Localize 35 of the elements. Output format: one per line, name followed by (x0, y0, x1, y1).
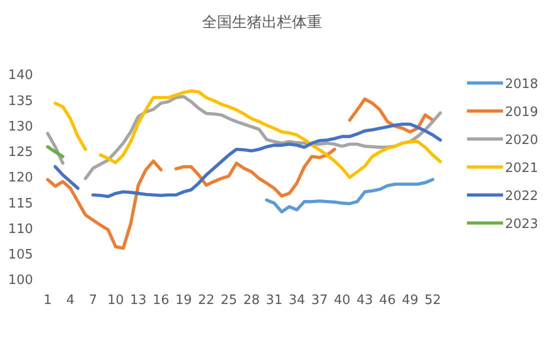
line-series (265, 178, 434, 214)
x-tick-label: 37 (311, 293, 328, 308)
y-tick-label: 140 (8, 68, 33, 84)
x-tick-label: 19 (175, 293, 192, 308)
legend-label: 2023 (505, 217, 538, 232)
legend-label: 2019 (505, 105, 538, 120)
legend-label: 2020 (505, 133, 538, 148)
legend-label: 2022 (505, 189, 538, 204)
y-tick-label: 110 (8, 222, 33, 237)
x-tick-label: 4 (66, 293, 74, 308)
x-tick-label: 13 (130, 293, 147, 308)
legend-label: 2021 (505, 161, 538, 176)
x-tick-label: 43 (356, 293, 374, 308)
x-tick-label: 34 (288, 293, 306, 308)
x-tick-label: 7 (88, 293, 98, 308)
x-tick-label: 25 (220, 293, 238, 308)
x-tick-label: 46 (379, 293, 396, 308)
x-tick-label: 49 (402, 293, 418, 308)
x-tick-label: 40 (334, 293, 350, 308)
y-tick-label: 120 (8, 170, 33, 186)
legend-label: 2018 (505, 77, 538, 92)
x-tick-label: 16 (152, 293, 170, 308)
y-tick-label: 125 (8, 145, 33, 160)
x-tick-label: 1 (44, 293, 52, 308)
chart-title: 全国生猪出栏体重 (202, 13, 322, 31)
x-tick-label: 52 (424, 293, 442, 308)
y-tick-label: 115 (8, 196, 33, 212)
x-tick-label: 31 (266, 293, 282, 308)
x-tick-label: 28 (243, 293, 260, 308)
y-tick-label: 105 (8, 248, 33, 263)
y-tick-label: 135 (8, 94, 33, 109)
y-tick-label: 130 (8, 119, 33, 134)
x-tick-label: 10 (107, 293, 124, 308)
y-tick-label: 100 (8, 273, 33, 288)
x-tick-label: 22 (198, 293, 215, 308)
